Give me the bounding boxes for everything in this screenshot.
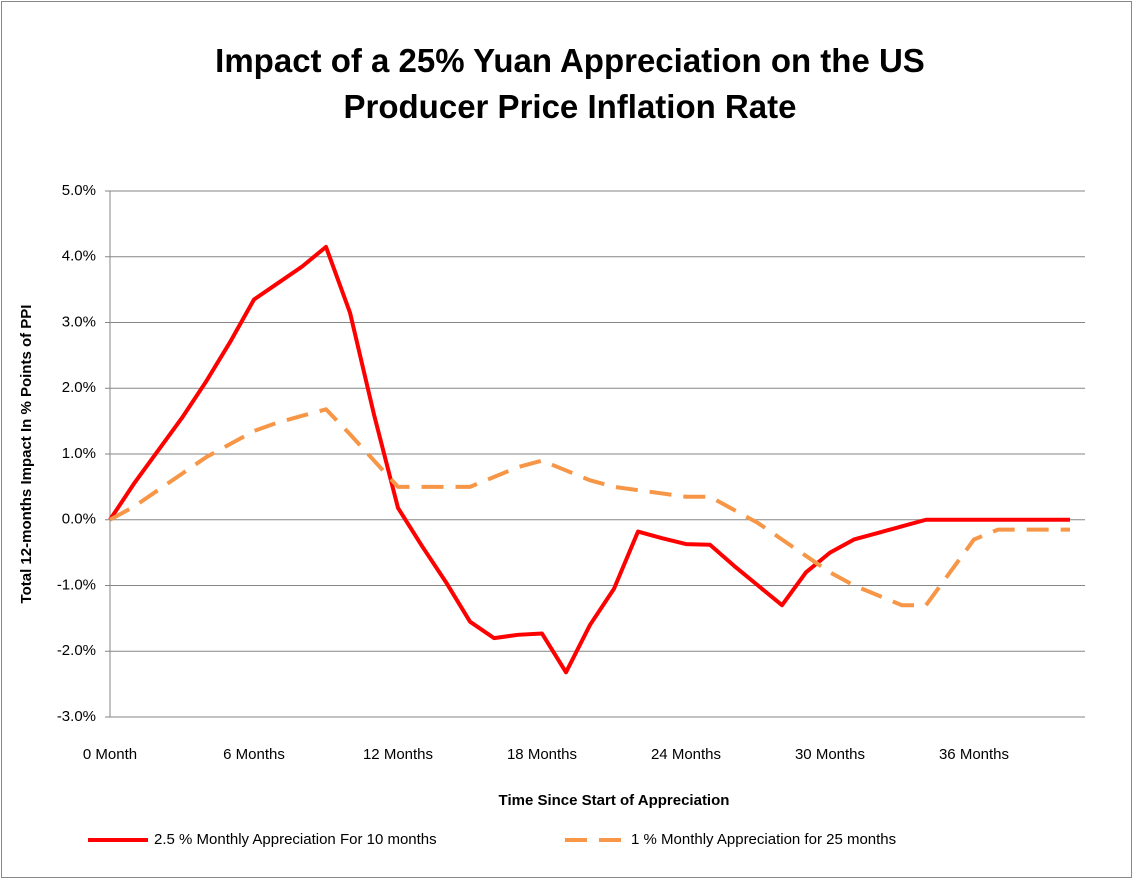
y-tick-label: -1.0% xyxy=(57,576,96,593)
legend-label: 1 % Monthly Appreciation for 25 months xyxy=(631,831,896,848)
y-tick-label: 1.0% xyxy=(62,445,96,462)
x-tick-label: 12 Months xyxy=(363,746,433,763)
y-axis-title: Total 12-months Impact In % Points of PP… xyxy=(18,305,35,604)
series-line xyxy=(108,244,1070,675)
chart-title: Impact of a 25% Yuan Appreciation on the… xyxy=(215,42,925,125)
series-line xyxy=(109,407,1070,608)
x-tick-label: 0 Month xyxy=(83,746,137,763)
y-tick-label: 5.0% xyxy=(62,182,96,199)
x-tick-label: 6 Months xyxy=(223,746,285,763)
y-tick-label: 0.0% xyxy=(62,511,96,528)
x-tick-label: 30 Months xyxy=(795,746,865,763)
x-tick-label: 24 Months xyxy=(651,746,721,763)
legend-label: 2.5 % Monthly Appreciation For 10 months xyxy=(154,831,437,848)
x-tick-label: 36 Months xyxy=(939,746,1009,763)
y-tick-label: -2.0% xyxy=(57,642,96,659)
x-tick-label: 18 Months xyxy=(507,746,577,763)
y-tick-label: 4.0% xyxy=(62,248,96,265)
y-tick-label: 3.0% xyxy=(62,313,96,330)
x-axis-title: Time Since Start of Appreciation xyxy=(499,792,730,809)
y-tick-label: 2.0% xyxy=(62,379,96,396)
y-tick-label: -3.0% xyxy=(57,708,96,725)
